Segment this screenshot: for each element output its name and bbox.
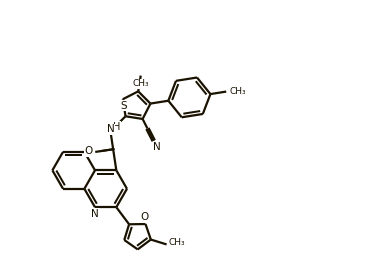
Text: N: N [153, 142, 161, 152]
Text: S: S [120, 101, 127, 111]
Text: O: O [141, 212, 149, 222]
Text: CH₃: CH₃ [132, 79, 149, 88]
Text: O: O [85, 146, 93, 156]
Text: H: H [113, 122, 121, 132]
Text: CH₃: CH₃ [169, 238, 185, 247]
Text: N: N [107, 124, 115, 134]
Text: N: N [91, 209, 99, 219]
Text: CH₃: CH₃ [230, 87, 246, 96]
